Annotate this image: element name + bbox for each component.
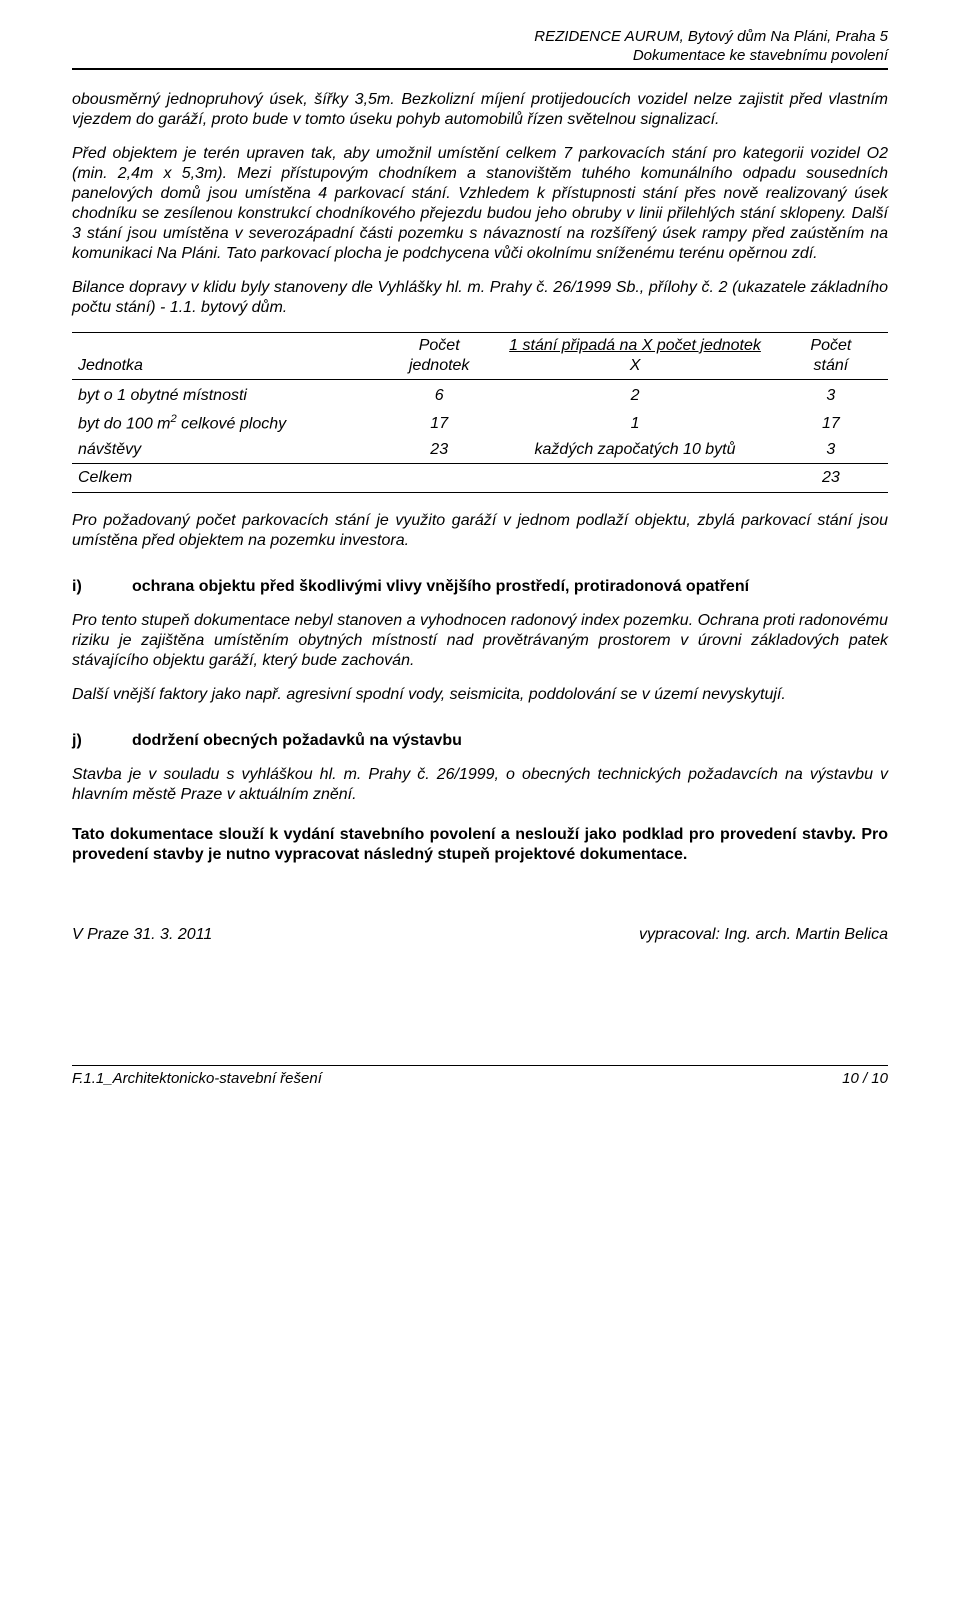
row-ratio: každých započatých 10 bytů xyxy=(496,437,773,464)
table-row: byt do 100 m2 celkové plochy 17 1 17 xyxy=(72,409,888,437)
section-i-heading: i) ochrana objektu před škodlivými vlivy… xyxy=(72,577,888,597)
parking-table: Jednotka Počet jednotek 1 stání připadá … xyxy=(72,332,888,493)
signoff-row: V Praze 31. 3. 2011 vypracoval: Ing. arc… xyxy=(72,925,888,945)
signoff-date: V Praze 31. 3. 2011 xyxy=(72,925,212,945)
sum-label: Celkem xyxy=(72,463,382,492)
row-label: návštěvy xyxy=(72,437,382,464)
paragraph-6: Další vnější faktory jako např. agresivn… xyxy=(72,685,888,705)
col-ps-line2: stání xyxy=(814,357,849,374)
paragraph-1: obousměrný jednopruhový úsek, šířky 3,5m… xyxy=(72,90,888,130)
doc-header: REZIDENCE AURUM, Bytový dům Na Pláni, Pr… xyxy=(72,28,888,66)
footer-rule xyxy=(72,1065,888,1066)
paragraph-2: Před objektem je terén upraven tak, aby … xyxy=(72,144,888,264)
col-jednotka: Jednotka xyxy=(72,332,382,379)
header-rule xyxy=(72,68,888,70)
col-pj-line1: Počet xyxy=(419,337,460,354)
col-ratio-line2: X xyxy=(630,357,641,374)
sum-empty xyxy=(496,463,773,492)
section-j-letter: j) xyxy=(72,731,132,751)
doc-header-line2: Dokumentace ke stavebnímu povolení xyxy=(72,47,888,66)
row-count: 3 xyxy=(774,379,888,409)
table-row: byt o 1 obytné místnosti 6 2 3 xyxy=(72,379,888,409)
paragraph-7: Stavba je v souladu s vyhláškou hl. m. P… xyxy=(72,765,888,805)
row-units: 6 xyxy=(382,379,496,409)
section-i-letter: i) xyxy=(72,577,132,597)
col-jednotka-label: Jednotka xyxy=(78,357,143,374)
paragraph-5: Pro tento stupeň dokumentace nebyl stano… xyxy=(72,611,888,671)
col-ratio: 1 stání připadá na X počet jednotek X xyxy=(496,332,773,379)
row-count: 17 xyxy=(774,409,888,437)
row-label: byt o 1 obytné místnosti xyxy=(72,379,382,409)
footer-left: F.1.1_Architektonicko-stavební řešení xyxy=(72,1070,322,1089)
col-ratio-line1: 1 stání připadá na X počet jednotek xyxy=(509,337,761,354)
col-pocet-stani: Počet stání xyxy=(774,332,888,379)
table-row: návštěvy 23 každých započatých 10 bytů 3 xyxy=(72,437,888,464)
table-sum-row: Celkem 23 xyxy=(72,463,888,492)
table-header-row: Jednotka Počet jednotek 1 stání připadá … xyxy=(72,332,888,379)
row-units: 23 xyxy=(382,437,496,464)
section-j-heading: j) dodržení obecných požadavků na výstav… xyxy=(72,731,888,751)
paragraph-4: Pro požadovaný počet parkovacích stání j… xyxy=(72,511,888,551)
col-pj-line2: jednotek xyxy=(409,357,470,374)
col-ps-line1: Počet xyxy=(810,337,851,354)
row-count: 3 xyxy=(774,437,888,464)
signoff-author: vypracoval: Ing. arch. Martin Belica xyxy=(639,925,888,945)
bold-disclaimer: Tato dokumentace slouží k vydání stavebn… xyxy=(72,825,888,865)
section-j-title: dodržení obecných požadavků na výstavbu xyxy=(132,731,888,751)
footer-row: F.1.1_Architektonicko-stavební řešení 10… xyxy=(72,1070,888,1089)
section-i-title: ochrana objektu před škodlivými vlivy vn… xyxy=(132,577,888,597)
row-label: byt do 100 m2 celkové plochy xyxy=(72,409,382,437)
footer-right: 10 / 10 xyxy=(842,1070,888,1089)
parking-table-el: Jednotka Počet jednotek 1 stání připadá … xyxy=(72,332,888,493)
sum-empty xyxy=(382,463,496,492)
doc-header-line1: REZIDENCE AURUM, Bytový dům Na Pláni, Pr… xyxy=(72,28,888,47)
sum-count: 23 xyxy=(774,463,888,492)
row-units: 17 xyxy=(382,409,496,437)
row-ratio: 1 xyxy=(496,409,773,437)
paragraph-3: Bilance dopravy v klidu byly stanoveny d… xyxy=(72,278,888,318)
row-ratio: 2 xyxy=(496,379,773,409)
col-pocet-jednotek: Počet jednotek xyxy=(382,332,496,379)
